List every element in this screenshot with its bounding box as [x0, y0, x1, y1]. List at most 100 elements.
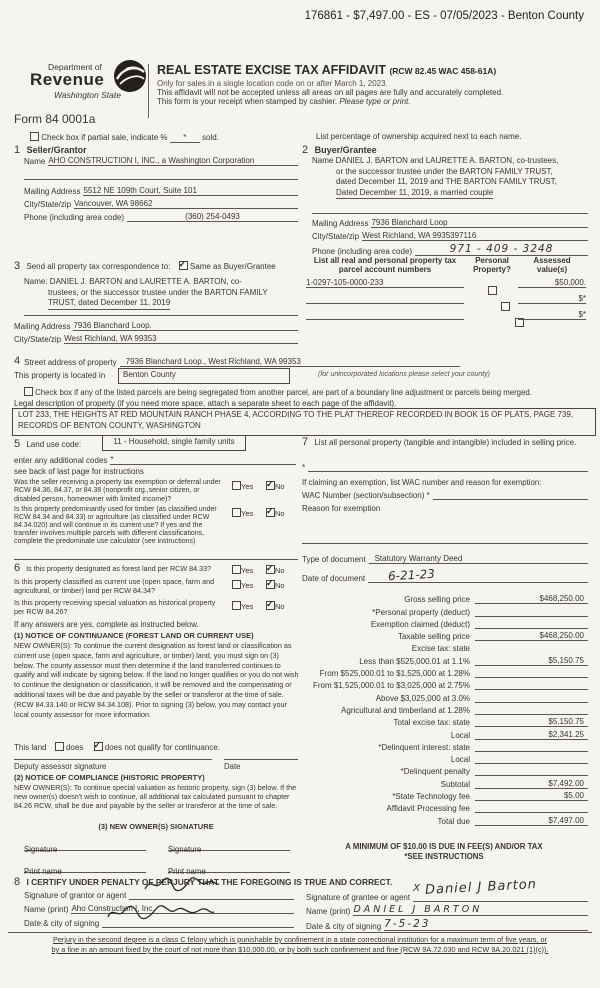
- see-back-note: see back of last page for instructions: [14, 467, 144, 476]
- q1-no-label: No: [275, 482, 285, 491]
- form-title: REAL ESTATE EXCISE TAX AFFIDAVIT: [157, 63, 386, 77]
- seller-name-field: AHO CONSTRUCTION I, INC., a Washington C…: [48, 156, 298, 166]
- tax-row-label: Total due: [437, 816, 470, 826]
- tax-row-value: [475, 754, 588, 765]
- grantee-name-field-handwritten: DANIEL J BARTON: [353, 904, 483, 915]
- buyer-name-block: Name DANIEL J. BARTON and LAURETTE A. BA…: [312, 156, 590, 199]
- forest-land-question-text: Is this property designated as forest la…: [26, 564, 212, 573]
- correspondence-city-field: West Richland, WA 99353: [64, 334, 298, 344]
- parcel-header-accounts: List all real and personal property tax …: [304, 256, 466, 274]
- q2-no: No: [266, 506, 285, 518]
- grantee-date-label: Date & city of signing: [306, 922, 382, 931]
- forest-yes-label: Yes: [241, 566, 254, 575]
- buyer-city-label: City/State/zip: [312, 232, 360, 241]
- tax-row-value: $468,250.00: [475, 631, 588, 642]
- seller-city-label: City/State/zip: [24, 200, 72, 209]
- grantee-date-row: Date & city of signing 7-5-23: [306, 918, 588, 931]
- additional-codes-field: *: [110, 455, 296, 465]
- tax-row-label: *Delinquent penalty: [400, 767, 470, 777]
- seller-exemption-question: Was the seller receiving a property tax …: [14, 479, 221, 503]
- exemption-claim-note: If claiming an exemption, list WAC numbe…: [302, 478, 542, 487]
- seller-grantor-label: Seller/Grantor: [26, 145, 87, 155]
- tax-row: Local $2,341.25: [302, 727, 588, 740]
- section7-heading: 7 List all personal property (tangible a…: [302, 437, 588, 448]
- buyer-city-row: City/State/zip West Richland, WA 9935397…: [312, 231, 588, 241]
- correspondence-mailing-field: 7936 Blanchard Loop.: [73, 321, 298, 331]
- section4-number: 4: [14, 355, 21, 367]
- tax-row-value: [475, 742, 588, 752]
- seller-city-field: Vancouver, WA 98662: [74, 199, 298, 209]
- perjury-text-1: Perjury in the second degree is a class …: [53, 935, 547, 944]
- parcel-header-line2: parcel account numbers: [338, 265, 432, 274]
- parcel-personal-checkbox-2: [501, 302, 511, 311]
- tax-row-value: [475, 644, 588, 653]
- notice-compliance-body: NEW OWNER(S): To continue special valuat…: [14, 783, 297, 811]
- land-use-code-field: 11 - Household, single family units: [102, 435, 246, 451]
- perjury-text-2: by a fine in an amount fixed by the cour…: [51, 945, 549, 954]
- section5-number: 5: [14, 438, 21, 450]
- dor-swirl-logo-icon: [114, 60, 146, 92]
- q1-yes-label: Yes: [241, 482, 254, 491]
- historical-no-label: No: [275, 602, 285, 611]
- seller-mailing-field: 5512 NE 109th Court, Suite 101: [83, 186, 298, 196]
- tax-row-value: $5.00: [475, 791, 588, 802]
- q2-yes-label: Yes: [241, 509, 254, 518]
- section1-number: 1: [14, 144, 21, 156]
- segregated-row: Check box if any of the listed parcels a…: [24, 387, 590, 397]
- doc-date-row: Date of document 6-21-23: [302, 566, 588, 584]
- qualify-row: This land does does not qualify for cont…: [14, 740, 220, 752]
- buyer-name-line4: Dated December 11, 2019, a married coupl…: [336, 188, 494, 199]
- correspondence-name-label: Name:: [24, 277, 48, 286]
- q1-yes-checkbox: [232, 481, 241, 490]
- forest-no-label: No: [275, 566, 285, 575]
- buyer-name-label: Name: [312, 156, 334, 165]
- seller-city-row: City/State/zip Vancouver, WA 98662: [24, 199, 298, 209]
- seller-name-row: Name AHO CONSTRUCTION I, INC., a Washing…: [24, 156, 298, 166]
- doc-date-field-handwritten: 6-21-23: [387, 566, 436, 584]
- forest-land-question: 6 Is this property designated as forest …: [14, 563, 226, 574]
- q1-no-checkbox: [266, 479, 275, 490]
- q2-no-label: No: [275, 509, 285, 518]
- personal-property-field: [308, 462, 588, 472]
- tax-row-label: *State Technology fee: [392, 792, 470, 802]
- deputy-signature-label: Deputy assessor signature: [14, 762, 107, 771]
- parcel-number-2: [306, 294, 464, 304]
- grantor-date-row: Date & city of signing: [24, 905, 294, 928]
- tax-row-label: Total excise tax: state: [393, 718, 470, 728]
- same-as-buyer-label: Same as Buyer/Grantee: [189, 262, 276, 271]
- grantee-name-label: Name (print): [306, 907, 351, 916]
- tax-row-value: [475, 693, 588, 703]
- grantee-date-field-handwritten: 7-5-23: [384, 918, 431, 930]
- doc-type-field: Statutory Warranty Deed: [368, 554, 588, 564]
- section5-heading: 5 Land use code:: [14, 438, 81, 450]
- forest-yes-checkbox: [232, 565, 241, 574]
- tax-row-label: From $525,000.01 to $1,525,000 at 1.28%: [319, 669, 470, 679]
- q6c-no: No: [266, 599, 285, 611]
- q2-yes: Yes: [232, 508, 253, 518]
- personal-property-field-row: *: [302, 462, 588, 472]
- dept-of-label: Department of: [48, 62, 102, 72]
- q2-yes-checkbox: [232, 508, 241, 517]
- grantor-name-field: Aho Construction I, Inc.: [71, 904, 294, 914]
- seller-phone-field: (360) 254-0493: [127, 212, 298, 222]
- street-address-field: 7936 Blanchard Loop., West Richland, WA …: [119, 357, 460, 367]
- seller-phone-row: Phone (including area code) (360) 254-04…: [24, 212, 298, 222]
- correspondence-mailing-label: Mailing Address: [14, 322, 71, 331]
- owner-signature-line-2: [168, 841, 290, 851]
- section2-number: 2: [302, 144, 309, 156]
- segregated-checkbox: [24, 387, 33, 396]
- section6-divider: [14, 559, 298, 560]
- doc-type-row: Type of document Statutory Warranty Deed: [302, 554, 588, 564]
- deputy-date-line: [224, 750, 298, 760]
- owner-signature-line-1: [24, 841, 146, 851]
- historical-question: Is this property receiving special valua…: [14, 598, 216, 616]
- tax-row-value: $5,150.75: [475, 717, 588, 728]
- tax-row-value: [475, 607, 588, 617]
- land-use-label: Land use code:: [26, 440, 82, 449]
- current-use-yes-checkbox: [232, 580, 241, 589]
- additional-codes-label: enter any additional codes: [14, 456, 108, 465]
- owner-signature-label-2: Signature: [168, 845, 202, 854]
- parcel-number-1: 1-0297-105-0000-233: [306, 278, 464, 288]
- notice-compliance-title: (2) NOTICE OF COMPLIANCE (HISTORIC PROPE…: [14, 773, 205, 782]
- tax-row-value: [475, 680, 588, 691]
